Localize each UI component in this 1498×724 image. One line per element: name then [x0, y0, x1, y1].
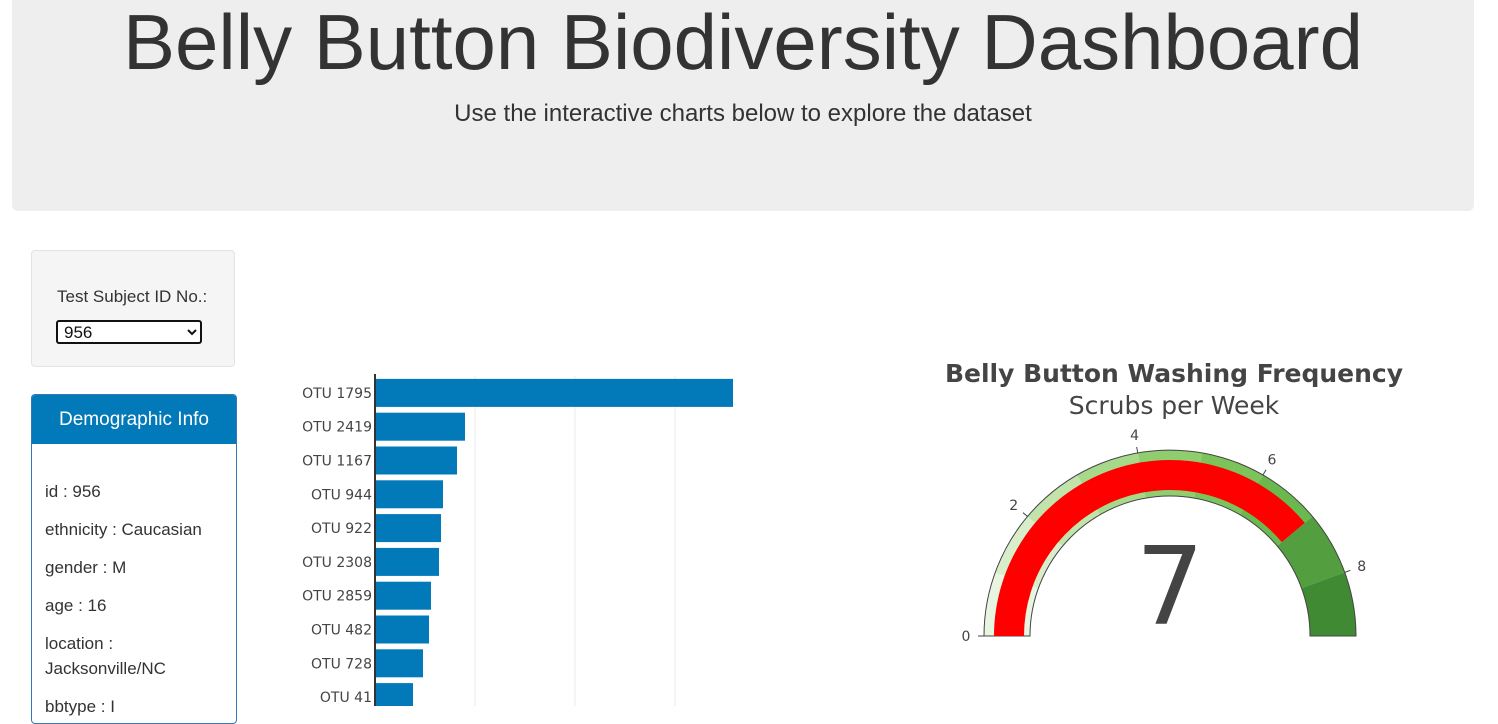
bar-otu-728[interactable] — [375, 649, 423, 678]
gauge-outline — [983, 449, 1357, 637]
subject-selector-label: Test Subject ID No.: — [57, 287, 208, 306]
demographic-row-age: age : 16 — [45, 596, 107, 615]
bar-label: OTU 1167 — [302, 454, 372, 470]
bar-label: OTU 2419 — [302, 420, 372, 436]
bar-otu-41[interactable] — [375, 683, 413, 706]
header-jumbotron: Belly Button Biodiversity Dashboard Use … — [12, 0, 1474, 211]
bar-otu-922[interactable] — [375, 514, 441, 543]
demographic-info-title: Demographic Info — [32, 395, 236, 444]
bar-label: OTU 728 — [311, 656, 372, 672]
gauge-tick-label: 2 — [1009, 498, 1018, 514]
gauge-subtitle: Scrubs per Week — [1069, 391, 1280, 420]
washing-frequency-gauge: Belly Button Washing Frequency Scrubs per… — [945, 359, 1403, 650]
bar-otu-2419[interactable] — [375, 412, 465, 441]
top-otus-bar-chart[interactable]: OTU 1795 OTU 2419 OTU 1167 OTU 944 OTU 922 OT… — [270, 360, 830, 706]
bar-otu-2859[interactable] — [375, 581, 431, 610]
gauge-tick — [1136, 446, 1139, 453]
bar-otu-944[interactable] — [375, 480, 443, 509]
demographic-row-location: location : Jacksonville/NC — [45, 634, 166, 678]
gauge-tick-label: 4 — [1130, 428, 1139, 444]
bar-otu-482[interactable] — [375, 615, 429, 644]
gauge-value-bar — [994, 460, 1305, 636]
gauge-title: Belly Button Washing Frequency — [945, 359, 1403, 388]
gauge-tick — [1262, 469, 1267, 476]
demographic-info-body: id : 956 ethnicity : Caucasian gender : … — [45, 479, 225, 723]
bar-label: OTU 482 — [311, 623, 372, 639]
bar-otu-2308[interactable] — [375, 547, 439, 576]
demographic-row-ethnicity: ethnicity : Caucasian — [45, 520, 202, 539]
bar-label: OTU 922 — [311, 521, 372, 537]
bar-otu-1167[interactable] — [375, 446, 457, 475]
gauge-tick — [1022, 512, 1028, 517]
bar-label: OTU 1795 — [302, 386, 372, 402]
demographic-info-panel: Demographic Info id : 956 ethnicity : Ca… — [31, 394, 237, 724]
gauge-step-8 — [1301, 572, 1356, 636]
bar-label: OTU 944 — [311, 487, 372, 503]
bar-label: OTU 41 — [320, 690, 372, 706]
bar-otu-1795[interactable] — [375, 378, 733, 407]
demographic-row-gender: gender : M — [45, 558, 127, 577]
bar-label: OTU 2308 — [302, 555, 372, 571]
bar-label: OTU 2859 — [302, 589, 372, 605]
gauge-tick-label: 8 — [1357, 559, 1366, 575]
page-title: Belly Button Biodiversity Dashboard — [123, 0, 1363, 86]
demographic-row-bbtype: bbtype : I — [45, 697, 115, 716]
gauge-tick-label: 0 — [962, 629, 971, 645]
gauge-value: 7 — [1136, 525, 1205, 650]
subject-id-select[interactable]: 956 — [56, 320, 202, 344]
gauge-tick-label: 6 — [1268, 452, 1277, 468]
gauge-tick — [1344, 569, 1351, 573]
page-subtitle: Use the interactive charts below to expl… — [454, 100, 1032, 127]
subject-selector-well: Test Subject ID No.: 956 — [31, 250, 235, 367]
demographic-row-id: id : 956 — [45, 482, 101, 501]
